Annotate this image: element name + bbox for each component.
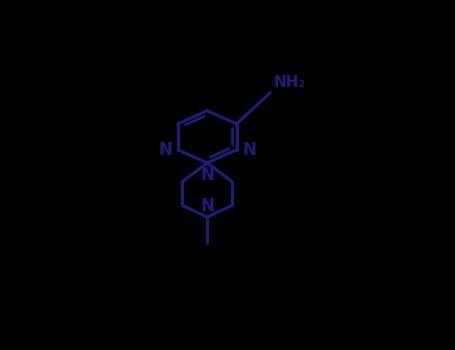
Text: N: N <box>243 141 256 159</box>
Text: N: N <box>200 197 214 215</box>
Text: N: N <box>158 141 172 159</box>
Text: N: N <box>200 166 214 184</box>
Text: NH₂: NH₂ <box>274 75 306 90</box>
